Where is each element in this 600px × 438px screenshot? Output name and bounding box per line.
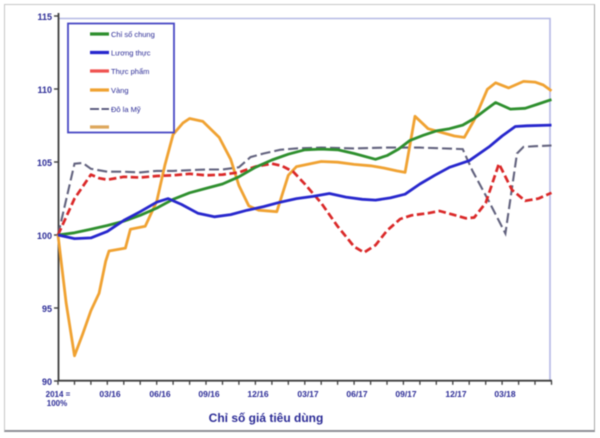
svg-text:115: 115 — [37, 12, 52, 22]
svg-text:Chỉ số chung: Chỉ số chung — [111, 30, 155, 39]
svg-text:Vàng: Vàng — [111, 86, 129, 95]
svg-text:12/16: 12/16 — [247, 389, 269, 399]
svg-text:95: 95 — [42, 304, 52, 314]
svg-text:90: 90 — [42, 377, 52, 387]
svg-text:110: 110 — [37, 85, 52, 95]
svg-text:100: 100 — [37, 231, 52, 241]
svg-text:06/17: 06/17 — [346, 389, 368, 399]
svg-text:2014 =: 2014 = — [46, 390, 71, 399]
svg-text:Lương thực: Lương thực — [111, 48, 151, 57]
svg-text:Đô la Mỹ: Đô la Mỹ — [111, 105, 141, 114]
svg-text:03/18: 03/18 — [494, 389, 516, 399]
svg-text:09/17: 09/17 — [395, 389, 417, 399]
svg-text:03/17: 03/17 — [297, 389, 319, 399]
svg-text:09/16: 09/16 — [198, 389, 220, 399]
svg-text:100%: 100% — [47, 399, 67, 408]
svg-text:06/16: 06/16 — [149, 389, 171, 399]
svg-text:105: 105 — [37, 158, 52, 168]
svg-text:Thực phẩm: Thực phẩm — [111, 67, 149, 76]
svg-text:12/17: 12/17 — [445, 389, 467, 399]
svg-text:Chỉ số giá tiêu dùng: Chỉ số giá tiêu dùng — [209, 411, 324, 425]
svg-text:03/16: 03/16 — [99, 389, 121, 399]
